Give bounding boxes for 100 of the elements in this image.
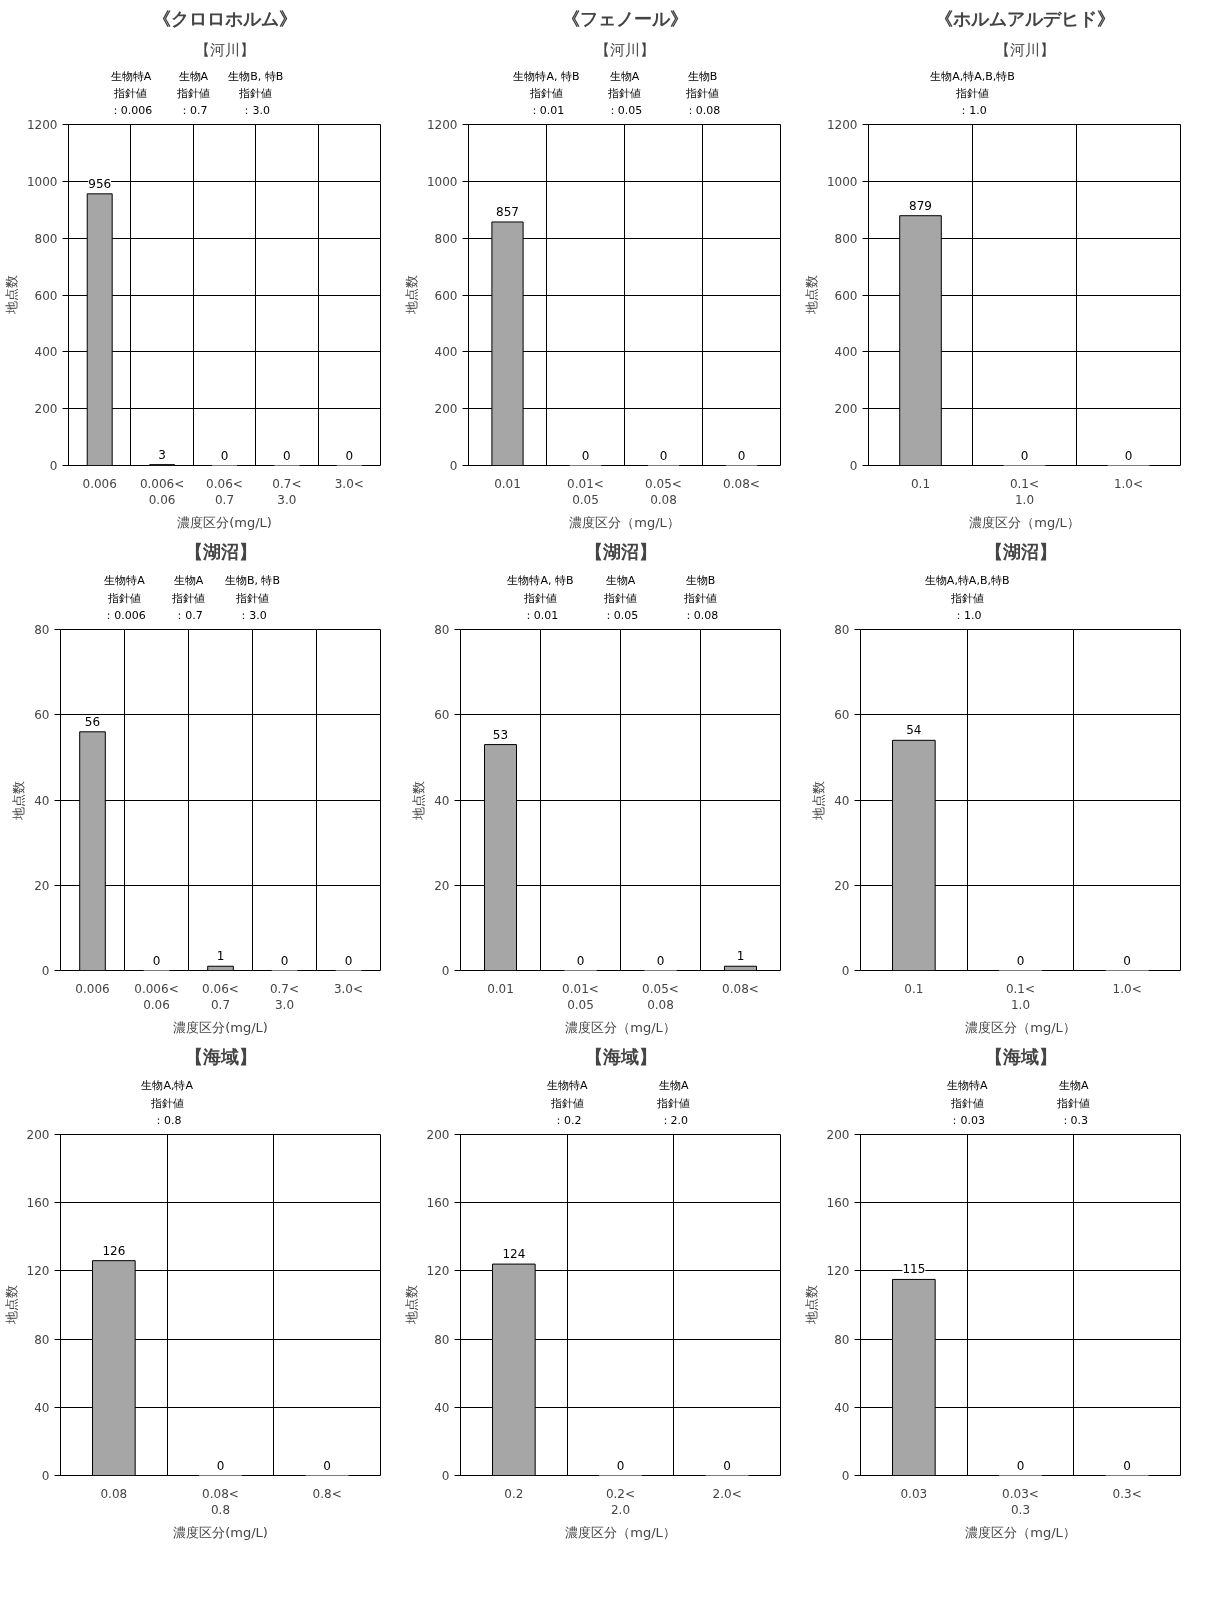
x-tick-label: 0.006< 0.06 [139,476,185,508]
text: ：0.8 [152,1114,182,1128]
text: 指針値 [685,87,719,101]
x-tick-label: 0.01 [487,981,514,996]
text: 指針値 [683,591,717,605]
x-tick-label: 0.1 [910,476,931,491]
chart-title: 《ホルムアルデヒド》 [934,7,1115,29]
x-axis-title: 濃度区分(mg/L) [173,1020,268,1036]
text: 生物特A [104,574,146,588]
text: ：0.2 [552,1114,582,1128]
data-label: 857 [496,204,519,219]
x-axis-title: 濃度区分（mg/L） [969,515,1080,531]
y-tick-label: 40 [434,1400,450,1415]
y-tick-label: 20 [34,878,50,893]
x-tick-label: 0.01< 0.05 [567,476,604,508]
y-tick-label: 600 [834,288,858,303]
x-tick-label: 0.08< [722,981,759,996]
data-label: 0 [345,448,354,463]
y-tick-label: 800 [434,231,458,246]
data-label: 54 [906,723,922,738]
x-tick-label: 0.03 [900,1486,928,1501]
text: ：0.01 [522,609,559,623]
x-axis-title: 濃度区分（mg/L） [965,1020,1076,1036]
data-label: 0 [737,448,746,463]
data-label: 0 [1123,953,1131,968]
y-tick-label: 40 [834,1400,850,1415]
y-tick-label: 800 [34,231,58,246]
y-tick-label: 200 [426,1128,450,1142]
text: 生物特A, 特B [507,574,574,588]
y-tick-label: 400 [34,345,58,360]
data-label: 1 [216,949,225,964]
data-label: 0 [616,1458,625,1473]
text: 生物B [685,574,716,588]
text: ：1.0 [952,609,982,623]
text: ：0.3 [1059,1114,1089,1128]
y-tick-label: 0 [849,459,858,473]
data-label: 0 [1016,1458,1025,1473]
y-tick-label: 60 [34,708,50,723]
y-tick-label: 1000 [26,174,58,189]
text: 指針値 [1056,1096,1091,1110]
data-label: 0 [581,448,590,463]
text: 指針値 [603,591,637,605]
y-tick-label: 0 [441,964,450,978]
y-tick-label: 1200 [426,118,458,132]
text: ：0.7 [174,609,203,623]
text: 生物A [178,70,209,84]
x-tick-label: 0.01 [494,476,521,491]
text: 生物特A [546,1079,588,1093]
y-tick-label: 120 [826,1264,850,1279]
x-axis-title: 濃度区分（mg/L） [965,1525,1076,1541]
y-tick-label: 400 [834,345,858,360]
text: 生物A [605,574,636,588]
text: 生物B [687,70,718,84]
text: 指針値 [235,591,269,605]
y-tick-label: 40 [34,1400,50,1415]
data-label: 56 [84,714,101,729]
y-axis-title: 地点数 [803,275,819,316]
x-tick-label: 0.006< 0.06 [134,981,179,1013]
y-tick-label: 80 [434,1332,450,1347]
x-tick-label: 3.0< [333,981,364,996]
y-tick-label: 160 [826,1196,850,1211]
x-tick-label: 0.01< 0.05 [562,981,599,1013]
data-label: 0 [283,448,291,463]
y-tick-label: 60 [434,708,450,723]
x-axis-title: 濃度区分(mg/L) [173,1525,268,1541]
data-label: 956 [88,176,112,191]
text: ：2.0 [659,1114,689,1128]
chart-title: 【湖沼】 [184,540,257,562]
x-tick-label: 0.006 [75,981,110,996]
text: 生物A [1059,1079,1090,1093]
text: ：3.0 [241,104,270,118]
y-tick-label: 40 [834,793,850,808]
y-tick-label: 200 [26,1128,50,1142]
text: 生物A,特A,B,特B [924,574,1010,588]
data-label: 0 [723,1458,731,1473]
text: 指針値 [607,87,641,101]
data-label: 0 [220,448,229,463]
chart-subtitle: 【河川】 [194,40,255,59]
y-tick-label: 20 [834,878,850,893]
chart-title: 【湖沼】 [984,540,1057,562]
x-tick-label: 0.06< 0.7 [202,981,239,1013]
y-tick-label: 0 [449,459,458,473]
data-label: 0 [576,953,585,968]
text: ：3.0 [238,609,267,623]
y-tick-label: 1000 [426,174,458,189]
y-tick-label: 0 [841,1469,850,1483]
text: ：0.006 [103,609,146,623]
text: 生物A [659,1079,690,1093]
data-label: 0 [1124,448,1133,463]
y-tick-label: 0 [49,459,58,473]
y-tick-label: 40 [34,793,50,808]
text: 指針値 [107,591,141,605]
data-label: 0 [1123,1458,1131,1473]
y-tick-label: 200 [834,402,858,417]
x-axis-title: 濃度区分（mg/L） [565,1020,676,1036]
x-tick-label: 1.0< [1113,476,1144,491]
text: 生物B, 特B [228,70,284,84]
y-tick-label: 120 [26,1264,50,1279]
chart-title: 【湖沼】 [584,540,657,562]
text: ：0.7 [179,104,208,118]
